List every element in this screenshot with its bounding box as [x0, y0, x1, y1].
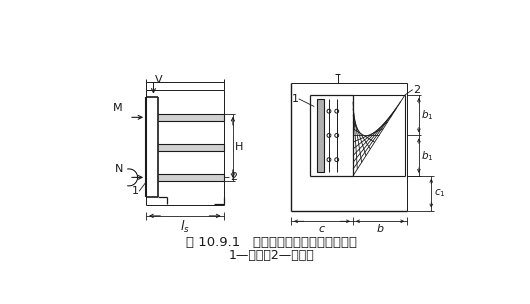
- Text: $l_s$: $l_s$: [180, 219, 190, 235]
- Text: $b_1$: $b_1$: [421, 149, 434, 163]
- Text: $c_1$: $c_1$: [434, 187, 445, 199]
- Bar: [158, 174, 224, 181]
- Text: M: M: [113, 103, 123, 113]
- Text: c: c: [319, 223, 325, 233]
- Bar: [158, 114, 224, 121]
- Text: b: b: [376, 223, 384, 233]
- Text: $b_1$: $b_1$: [421, 108, 434, 122]
- Text: 图 10.9.1   由锚板和直锚筋组成的预埋件: 图 10.9.1 由锚板和直锚筋组成的预埋件: [186, 236, 357, 249]
- Text: 2: 2: [230, 172, 237, 182]
- Text: V: V: [155, 75, 163, 85]
- Bar: [316, 99, 324, 172]
- Text: 1—锚板；2—直锚筋: 1—锚板；2—直锚筋: [229, 249, 314, 262]
- Text: 1: 1: [132, 186, 139, 196]
- Text: H: H: [235, 142, 244, 152]
- Text: 2: 2: [413, 85, 421, 95]
- Text: 1: 1: [292, 94, 298, 104]
- Text: N: N: [114, 164, 123, 174]
- Bar: [158, 144, 224, 151]
